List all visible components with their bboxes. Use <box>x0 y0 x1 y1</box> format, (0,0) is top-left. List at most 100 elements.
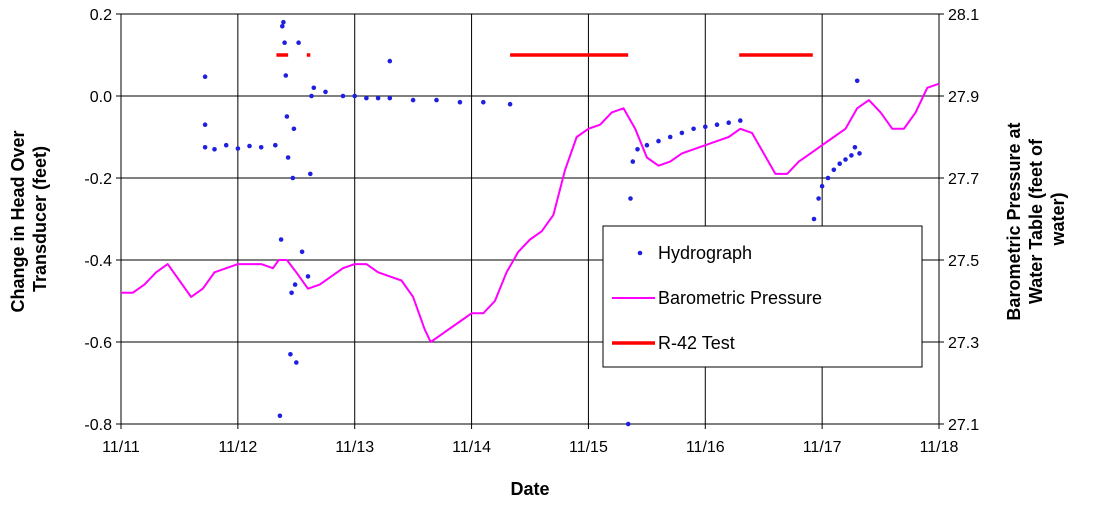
hydrograph-point <box>667 134 673 140</box>
y-left-tick-label: -0.8 <box>84 417 112 434</box>
hydrograph-point <box>364 95 369 101</box>
x-tick-label: 11/13 <box>335 439 374 456</box>
x-tick-label: 11/16 <box>686 439 725 456</box>
y-right-axis-title: Barometric Pressure at Water Table (feet… <box>1004 117 1068 320</box>
x-tick-label: 11/12 <box>218 439 257 456</box>
hydrograph-point <box>202 145 208 150</box>
hydrograph-point <box>819 183 825 189</box>
hydrograph-point <box>294 360 299 365</box>
hydrograph-point <box>507 101 513 107</box>
hydrograph-point <box>273 142 278 148</box>
hydrograph-point <box>481 99 486 105</box>
hydrograph-point <box>387 58 393 64</box>
y-right-axis-title-line-2: Water Table (feet of <box>1026 138 1046 304</box>
hydrograph-point <box>628 196 633 201</box>
hydrograph-point <box>656 138 661 144</box>
hydrograph-point <box>387 95 393 101</box>
y-right-tick-label: 27.3 <box>948 335 979 352</box>
legend-box <box>602 225 923 368</box>
x-tick-label: 11/17 <box>803 439 842 456</box>
hydrograph-point <box>299 249 305 255</box>
y-right-tick-label: 27.5 <box>948 253 979 270</box>
y-right-tick-label: 27.1 <box>948 417 979 434</box>
y-right-tick-label: 28.1 <box>948 7 979 24</box>
hydrograph-point <box>843 157 848 162</box>
y-left-axis-title-line-1: Change in Head Over <box>8 130 28 312</box>
hydrograph-point <box>280 24 285 29</box>
hydrograph-point <box>726 120 731 125</box>
hydrograph-point <box>284 114 290 119</box>
hydrograph-point <box>352 93 358 99</box>
barometric-pressure-line <box>121 82 940 343</box>
hydrograph-layer <box>202 19 862 427</box>
hydrograph-point <box>311 85 317 91</box>
y-left-axis-title: Change in Head Over Transducer (feet) <box>8 125 50 312</box>
hydrograph-point <box>635 147 640 152</box>
y-left-tick-label: -0.2 <box>84 171 112 188</box>
hydrograph-point <box>289 290 294 296</box>
hydrograph-point <box>691 126 696 132</box>
legend-barometric-label: Barometric Pressure <box>658 288 822 308</box>
hydrograph-point <box>714 122 720 127</box>
plot-frame <box>120 13 940 425</box>
x-tick-label: 11/11 <box>102 439 140 456</box>
hydrograph-point <box>283 73 289 78</box>
y-left-tick-label: 0.0 <box>90 89 112 106</box>
y-right-axis-title-line-1: Barometric Pressure at <box>1004 122 1024 320</box>
hydrograph-point <box>235 146 241 151</box>
hydrograph-point <box>247 143 252 149</box>
hydrograph-point <box>258 145 264 150</box>
x-tick-label: 11/15 <box>569 439 608 456</box>
y-left-axis-title-line-2: Transducer (feet) <box>30 146 50 292</box>
hydrograph-point <box>837 161 842 166</box>
hydrograph-point <box>410 97 416 103</box>
hydrograph-point <box>738 118 743 123</box>
barometric-pressure-layer <box>121 82 940 343</box>
x-tick-label: 11/18 <box>920 439 959 456</box>
hydrograph-point <box>281 19 286 25</box>
hydrograph-point <box>202 122 208 127</box>
y-left-tick-label: 0.2 <box>90 7 112 24</box>
y-left-tick-label: -0.6 <box>84 335 112 352</box>
hydrograph-point <box>679 130 685 136</box>
hydrograph-point <box>831 167 837 173</box>
hydrograph-point <box>305 274 311 279</box>
hydrograph-point <box>375 95 381 101</box>
legend-hydrograph-marker <box>637 250 643 256</box>
y-left-tick-label: -0.4 <box>84 253 112 270</box>
hydrograph-point <box>340 93 346 99</box>
hydrograph-point <box>292 282 298 287</box>
hydrograph-point <box>285 155 291 160</box>
legend: Hydrograph Barometric Pressure R-42 Test <box>602 225 923 368</box>
hydrograph-point <box>825 175 831 181</box>
hydrograph-point <box>278 237 284 242</box>
hydrograph-point <box>309 93 314 99</box>
hydrograph-point <box>296 40 301 45</box>
hydrograph-point <box>288 352 293 357</box>
hydrograph-point <box>857 151 862 156</box>
hydrograph-point <box>323 89 328 95</box>
legend-r42-label: R-42 Test <box>658 333 735 353</box>
legend-hydrograph-label: Hydrograph <box>658 243 752 263</box>
hydrograph-point <box>212 147 217 152</box>
hydrograph-point <box>277 413 283 419</box>
x-axis-title: Date <box>510 479 549 499</box>
hydrograph-point <box>852 145 858 150</box>
y-right-tick-label: 27.9 <box>948 89 979 106</box>
hydrograph-point <box>703 124 708 130</box>
hydrograph-point <box>849 153 854 158</box>
hydrograph-point <box>811 216 817 222</box>
hydrograph-point <box>282 40 287 45</box>
hydrograph-point <box>223 142 229 148</box>
hydrograph-point <box>202 74 208 79</box>
x-tick-label: 11/14 <box>452 439 491 456</box>
hydrograph-point <box>457 99 463 105</box>
hydrograph-point <box>630 159 636 164</box>
hydrograph-point <box>434 97 439 103</box>
hydrograph-point <box>291 126 297 132</box>
hydrograph-point <box>854 78 860 84</box>
hydrograph-point <box>290 175 296 181</box>
y-right-axis-title-line-3: water) <box>1048 192 1068 246</box>
